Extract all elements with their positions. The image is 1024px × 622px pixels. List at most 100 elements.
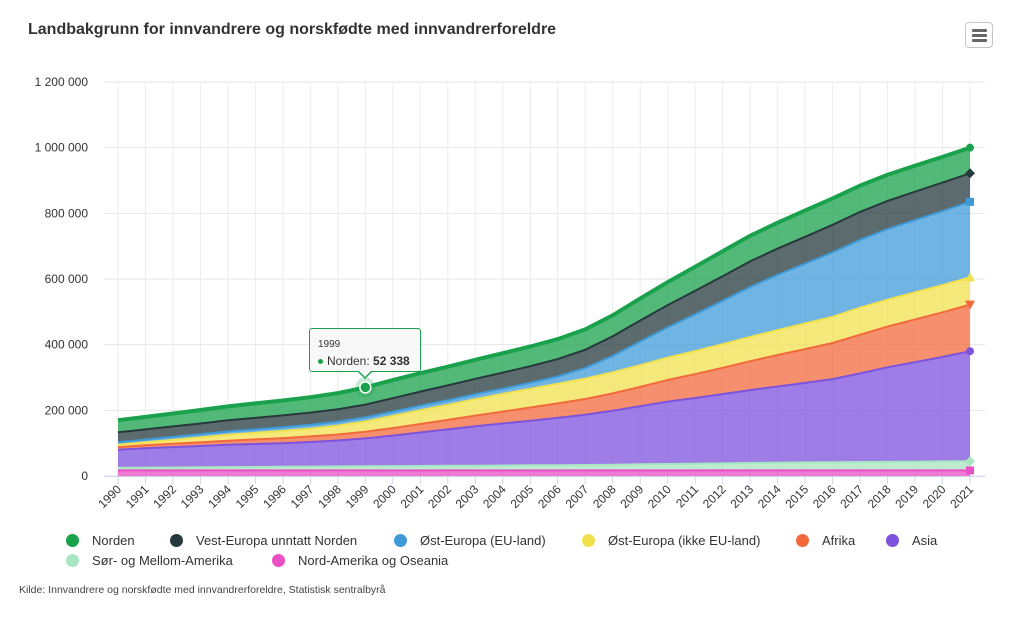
- x-tick-label: 2004: [480, 482, 509, 511]
- x-tick-label: 2010: [645, 482, 674, 511]
- legend-label: Øst-Europa (EU-land): [420, 533, 546, 548]
- x-tick-label: 2018: [865, 482, 894, 511]
- tooltip-value: 52 338: [373, 354, 410, 368]
- line--st-europa-ikke-eu-land-: [117, 276, 971, 446]
- tooltip-arrow-inner: [358, 370, 372, 377]
- legend-item[interactable]: Sør- og Mellom-Amerika: [66, 553, 233, 568]
- line-norden: [117, 145, 971, 423]
- x-tick-label: 1995: [233, 482, 262, 511]
- legend-label: Øst-Europa (ikke EU-land): [608, 533, 761, 548]
- line-vest-europa-unntatt-norden: [117, 172, 971, 434]
- x-tick-label: 2007: [563, 482, 592, 511]
- area-series: [118, 147, 970, 476]
- line-afrika: [117, 303, 971, 449]
- tooltip-year: 1999: [318, 339, 341, 350]
- x-tick-label: 2003: [453, 482, 482, 511]
- x-tick-label: 2012: [700, 482, 729, 511]
- legend-item[interactable]: Nord-Amerika og Oseania: [272, 553, 448, 568]
- y-tick-label: 200 000: [45, 403, 89, 417]
- series-lines: [117, 145, 971, 472]
- x-tick-label: 2017: [837, 482, 866, 511]
- x-tick-label: 2009: [618, 482, 647, 511]
- legend-marker-icon: [582, 534, 595, 547]
- tooltip-series-label: Norden:: [327, 354, 374, 368]
- y-tick-label: 800 000: [45, 206, 89, 220]
- legend-marker-icon: [796, 534, 809, 547]
- hover-marker: [355, 377, 376, 398]
- legend-item[interactable]: Øst-Europa (EU-land): [394, 533, 546, 548]
- legend-label: Asia: [912, 533, 938, 548]
- line--st-europa-eu-land-: [117, 200, 971, 444]
- y-tick-label: 1 200 000: [35, 75, 89, 89]
- chart-title: Landbakgrunn for innvandrere og norskfød…: [28, 21, 557, 38]
- x-tick-label: 2000: [370, 482, 399, 511]
- y-tick-label: 1 000 000: [35, 141, 89, 155]
- legend-marker-icon: [394, 534, 407, 547]
- y-tick-label: 400 000: [45, 338, 89, 352]
- x-tick-label: 2014: [755, 482, 784, 511]
- tooltip: 1999 Norden: 52 338: [309, 328, 421, 372]
- end-marker: [966, 143, 974, 152]
- legend-label: Afrika: [822, 533, 856, 548]
- x-tick-label: 2005: [508, 482, 537, 511]
- x-tick-label: 2001: [398, 482, 427, 511]
- legend-marker-icon: [170, 534, 183, 547]
- x-tick-label: 2016: [810, 482, 839, 511]
- area-nord-amerika-og-oseania: [118, 470, 970, 476]
- legend-label: Vest-Europa unntatt Norden: [196, 533, 358, 548]
- x-axis: 1990199119921993199419951996199719981999…: [95, 476, 985, 511]
- y-tick-label: 600 000: [45, 272, 89, 286]
- end-marker: [965, 272, 975, 282]
- end-marker: [965, 456, 975, 467]
- source-credit: Kilde: Innvandrere og norskfødte med inn…: [19, 584, 386, 596]
- tooltip-row: Norden: 52 338: [318, 354, 410, 368]
- x-tick-label: 1992: [150, 482, 179, 511]
- end-marker: [966, 347, 974, 356]
- x-tick-label: 2011: [673, 482, 701, 510]
- x-tick-label: 2020: [920, 482, 949, 511]
- area-afrika: [118, 304, 970, 450]
- end-marker: [966, 466, 974, 475]
- legend-marker-icon: [886, 534, 899, 547]
- legend-item[interactable]: Norden: [66, 533, 135, 548]
- x-tick-label: 2002: [425, 482, 454, 511]
- legend-item[interactable]: Asia: [886, 533, 937, 548]
- x-tick-label: 2008: [590, 482, 619, 511]
- end-marker: [966, 197, 974, 206]
- y-axis: 0 200 000 400 000 600 000 800 000 1 000 000 1 …: [35, 75, 89, 483]
- x-tick-label: 2019: [892, 482, 921, 511]
- series-markers: [965, 143, 975, 475]
- x-tick-label: 2006: [535, 482, 564, 511]
- area--st-europa-eu-land-: [118, 201, 970, 445]
- legend-item[interactable]: Vest-Europa unntatt Norden: [170, 533, 357, 548]
- x-tick-label: 1998: [315, 482, 344, 511]
- x-tick-label: 1997: [288, 482, 317, 511]
- tooltip-series-dot-icon: [318, 359, 323, 365]
- chart-menu-button[interactable]: [965, 22, 993, 48]
- x-tick-label: 1991: [123, 482, 152, 511]
- legend-marker-icon: [66, 554, 79, 567]
- legend-item[interactable]: Øst-Europa (ikke EU-land): [582, 533, 760, 548]
- x-tick-label: 2021: [947, 482, 976, 511]
- x-tick-label: 1994: [205, 482, 234, 511]
- x-tick-label: 2013: [727, 482, 756, 511]
- line-asia: [117, 350, 971, 451]
- legend-item[interactable]: Afrika: [796, 533, 855, 548]
- x-tick-label: 1999: [343, 482, 372, 511]
- hamburger-menu-icon-bar: [972, 39, 987, 42]
- end-marker: [965, 300, 975, 310]
- hover-point: [359, 381, 372, 394]
- area-asia: [118, 351, 970, 468]
- hamburger-menu-icon-bar: [972, 34, 987, 37]
- end-marker: [965, 168, 975, 179]
- x-tick-label: 2015: [782, 482, 811, 511]
- stacked-area-chart: 0 200 000 400 000 600 000 800 000 1 000 000 1 …: [35, 75, 985, 511]
- legend-label: Nord-Amerika og Oseania: [298, 553, 449, 568]
- legend-label: Sør- og Mellom-Amerika: [92, 553, 233, 568]
- legend-marker-icon: [272, 554, 285, 567]
- x-tick-label: 1990: [95, 482, 124, 511]
- line-s-r-og-mellom-amerika: [117, 460, 971, 469]
- x-tick-label: 1993: [178, 482, 207, 511]
- hamburger-menu-icon: [972, 29, 987, 32]
- y-tick-label: 0: [81, 469, 88, 483]
